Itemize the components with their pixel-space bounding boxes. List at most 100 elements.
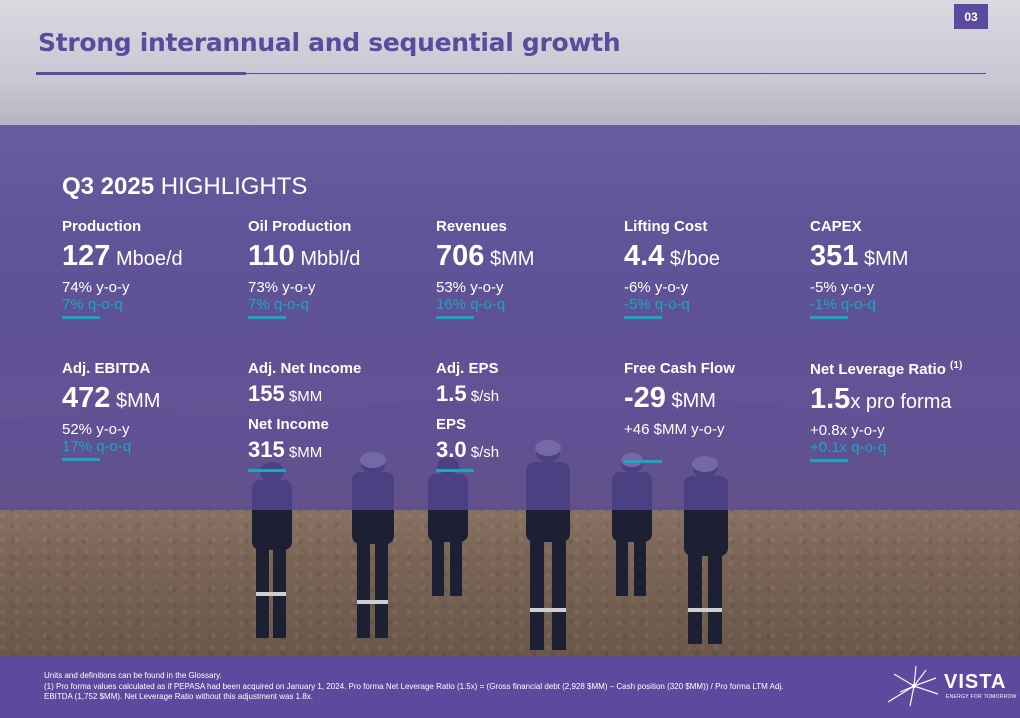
metric-number: 706 — [436, 240, 485, 272]
metric-label-eps: EPS — [436, 416, 467, 433]
metric-value: 706 $MM — [436, 239, 534, 276]
metric-qoq: 17% q-o-q — [62, 438, 132, 455]
metric-unit: $MM — [665, 390, 716, 412]
metric-number: 127 — [62, 240, 111, 272]
metric-label: Adj. EBITDA — [62, 360, 151, 377]
metric-value: 472 $MM — [62, 381, 160, 418]
metric-unit: $/boe — [664, 248, 720, 270]
metric-number: 4.4 — [624, 240, 665, 272]
metric-value: 4.4 $/boe — [624, 239, 720, 276]
metric-value-eps: 3.0 $/sh — [436, 437, 499, 466]
metric-qoq: -5% q-o-q — [624, 296, 690, 313]
metric-number: 1.5 — [436, 381, 467, 406]
vista-logo: VISTA — [944, 671, 1007, 693]
metric-unit: $/sh — [466, 388, 500, 405]
accent-bar — [436, 316, 474, 319]
metric-unit: Mbbl/d — [294, 248, 361, 270]
footnote-1: (1) Pro forma values calculated as if PE… — [44, 681, 784, 691]
metric-value: 351 $MM — [810, 239, 908, 276]
metric-yoy: +0.8x y-o-y — [810, 422, 885, 439]
metric-adj-net-income: Adj. Net Income 155 $MM Net Income 315 $… — [248, 360, 361, 472]
metric-value: 110 Mbbl/d — [248, 239, 360, 276]
metric-yoy: 73% y-o-y — [248, 279, 316, 296]
metric-label: Adj. Net Income — [248, 360, 362, 377]
metric-number: 315 — [248, 437, 285, 462]
metric-number: 155 — [248, 381, 285, 406]
title-divider — [36, 73, 986, 74]
metric-yoy: 74% y-o-y — [62, 279, 130, 296]
metric-yoy: 53% y-o-y — [436, 279, 504, 296]
metric-yoy: -5% y-o-y — [810, 279, 875, 296]
metric-label: Production — [62, 218, 142, 235]
metric-unit: x pro forma — [850, 391, 952, 413]
metric-unit: Mboe/d — [110, 248, 183, 270]
metric-label: Adj. EPS — [436, 360, 499, 377]
footnotes: Units and definitions can be found in th… — [44, 671, 874, 703]
metric-oil-production: Oil Production 110 Mbbl/d 73% y-o-y 7% q… — [248, 218, 360, 319]
metric-value: 1.5 $/sh — [436, 381, 499, 410]
metric-label-text: Net Leverage Ratio — [810, 361, 951, 378]
footnote-marker: (1) — [950, 360, 963, 371]
metric-label-net-income: Net Income — [248, 416, 329, 433]
title-divider-accent — [36, 72, 246, 75]
metric-unit: $MM — [110, 390, 161, 412]
highlights-panel — [0, 125, 1020, 510]
metric-label: Free Cash Flow — [624, 360, 735, 377]
metric-qoq: -1% q-o-q — [810, 296, 876, 313]
metric-number: 3.0 — [436, 437, 467, 462]
page-number: 03 — [954, 4, 988, 29]
metric-value: 155 $MM — [248, 381, 361, 410]
metric-capex: CAPEX 351 $MM -5% y-o-y -1% q-o-q — [810, 218, 908, 319]
metric-unit: $MM — [858, 248, 909, 270]
metric-number: 1.5 — [810, 383, 851, 415]
metric-adj-eps: Adj. EPS 1.5 $/sh EPS 3.0 $/sh — [436, 360, 499, 472]
metric-unit: $MM — [284, 388, 323, 405]
metric-unit: $/sh — [466, 444, 500, 461]
metric-value-net-income: 315 $MM — [248, 437, 361, 466]
highlights-title-text: HIGHLIGHTS — [154, 173, 308, 200]
vista-star-icon — [887, 665, 939, 707]
accent-bar — [624, 460, 662, 463]
page-title: Strong interannual and sequential growth — [38, 28, 621, 57]
metric-label: CAPEX — [810, 218, 862, 235]
footnote-glossary: Units and definitions can be found in th… — [44, 671, 222, 680]
accent-bar — [248, 316, 286, 319]
vista-tagline: ENERGY FOR TOMORROW — [946, 694, 1017, 700]
metric-number: -29 — [624, 382, 666, 414]
metric-value: 127 Mboe/d — [62, 239, 183, 276]
metric-production: Production 127 Mboe/d 74% y-o-y 7% q-o-q — [62, 218, 183, 319]
accent-bar — [624, 316, 662, 319]
metric-qoq: 7% q-o-q — [62, 296, 123, 313]
metric-yoy: 52% y-o-y — [62, 421, 130, 438]
metric-net-leverage-ratio: Net Leverage Ratio (1) 1.5x pro forma +0… — [810, 360, 962, 462]
metric-label: Lifting Cost — [624, 218, 708, 235]
metric-revenues: Revenues 706 $MM 53% y-o-y 16% q-o-q — [436, 218, 534, 319]
highlights-title: Q3 2025 HIGHLIGHTS — [62, 173, 307, 201]
metric-qoq: +0.1x q-o-q — [810, 439, 887, 456]
footer-bar — [0, 656, 1020, 718]
metric-value: 1.5x pro forma — [810, 382, 962, 419]
metric-lifting-cost: Lifting Cost 4.4 $/boe -6% y-o-y -5% q-o… — [624, 218, 720, 319]
metric-yoy: -6% y-o-y — [624, 279, 689, 296]
metric-unit: $MM — [284, 444, 323, 461]
metric-label: Revenues — [436, 218, 507, 235]
metric-yoy: +46 $MM y-o-y — [624, 421, 725, 438]
accent-bar — [62, 458, 100, 461]
accent-bar — [810, 316, 848, 319]
accent-bar — [436, 469, 474, 472]
header-area — [0, 0, 1020, 125]
highlights-title-period: Q3 2025 — [62, 173, 155, 200]
metric-adj-ebitda: Adj. EBITDA 472 $MM 52% y-o-y 17% q-o-q — [62, 360, 160, 461]
footnote-1-cont: EBITDA (1,752 $MM). Net Leverage Ratio w… — [44, 692, 314, 701]
accent-bar — [248, 469, 286, 472]
metric-number: 472 — [62, 382, 111, 414]
metric-unit: $MM — [484, 248, 535, 270]
metric-number: 110 — [248, 240, 295, 272]
accent-bar — [810, 459, 848, 462]
metric-qoq: 7% q-o-q — [248, 296, 309, 313]
metric-value: -29 $MM — [624, 381, 735, 418]
metric-qoq: 16% q-o-q — [436, 296, 506, 313]
metric-number: 351 — [810, 240, 859, 272]
accent-bar — [62, 316, 100, 319]
metric-label: Oil Production — [248, 218, 352, 235]
